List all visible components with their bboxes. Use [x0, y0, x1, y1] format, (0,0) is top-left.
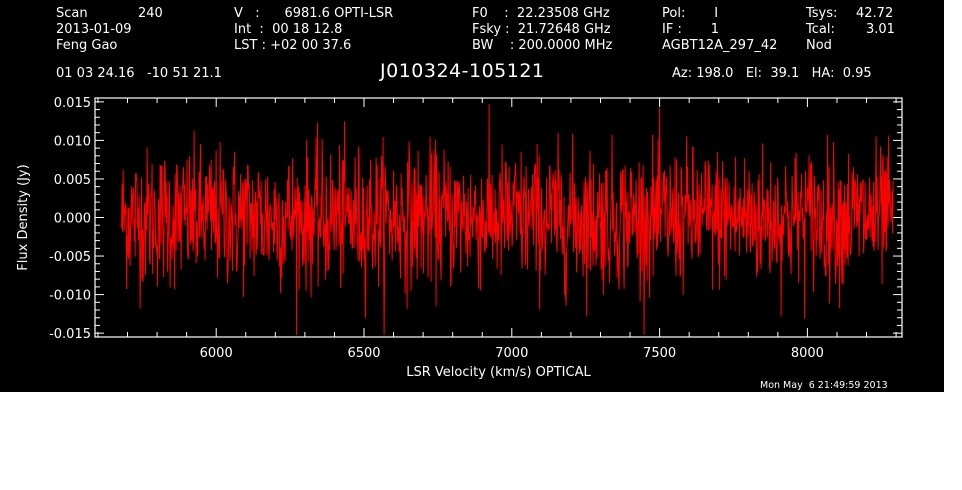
- project-id: AGBT12A_297_42: [662, 38, 778, 53]
- polarization-line: Pol: I: [662, 6, 719, 21]
- y-tick-label: 0.010: [54, 134, 91, 149]
- spectrum-line: [121, 103, 894, 335]
- velocity-line: V : 6981.6 OPTI-LSR: [234, 6, 394, 21]
- x-tick-label: 6500: [347, 346, 380, 361]
- tsys-value: 42.72: [856, 6, 894, 21]
- obs-mode: Nod: [806, 38, 832, 53]
- lst-line: LST : +02 00 37.6: [234, 38, 352, 53]
- y-axis-label: Flux Density (Jy): [16, 164, 31, 270]
- x-tick-label: 7000: [495, 346, 528, 361]
- tcal-label: Tcal:: [806, 22, 835, 37]
- x-tick-label: 8000: [791, 346, 824, 361]
- timestamp: Mon May 6 21:49:59 2013: [760, 380, 888, 391]
- obs-date: 2013-01-09: [56, 22, 132, 37]
- az-el-ha: Az: 198.0 El: 39.1 HA: 0.95: [672, 66, 872, 81]
- source-name: J010324-105121: [380, 60, 545, 82]
- fsky-line: Fsky : 21.72648 GHz: [472, 22, 611, 37]
- tsys-label: Tsys:: [806, 6, 838, 21]
- y-tick-label: 0.015: [54, 96, 91, 111]
- x-axis-label: LSR Velocity (km/s) OPTICAL: [406, 365, 591, 380]
- if-line: IF : 1: [662, 22, 720, 37]
- y-tick-label: -0.005: [49, 250, 91, 265]
- y-tick-label: 0.000: [54, 212, 91, 227]
- tcal-value: 3.01: [866, 22, 895, 37]
- x-tick-label: 7500: [643, 346, 676, 361]
- source-coordinates: 01 03 24.16 -10 51 21.1: [56, 66, 222, 81]
- spectrum-plot: 6000 6500 7000 7500 8000 -0.015 -0.010 -0.005 0.…: [16, 96, 903, 380]
- scan-label: Scan: [56, 6, 88, 21]
- f0-line: F0 : 22.23508 GHz: [472, 6, 610, 21]
- bandwidth-line: BW : 200.0000 MHz: [472, 38, 613, 53]
- y-tick-label: -0.015: [49, 327, 91, 342]
- scan-number: 240: [138, 6, 163, 21]
- integration-line: Int : 00 18 12.8: [234, 22, 343, 37]
- observer-name: Feng Gao: [56, 38, 118, 53]
- y-tick-label: 0.005: [54, 173, 91, 188]
- x-tick-label: 6000: [200, 346, 233, 361]
- y-tick-label: -0.010: [49, 289, 91, 304]
